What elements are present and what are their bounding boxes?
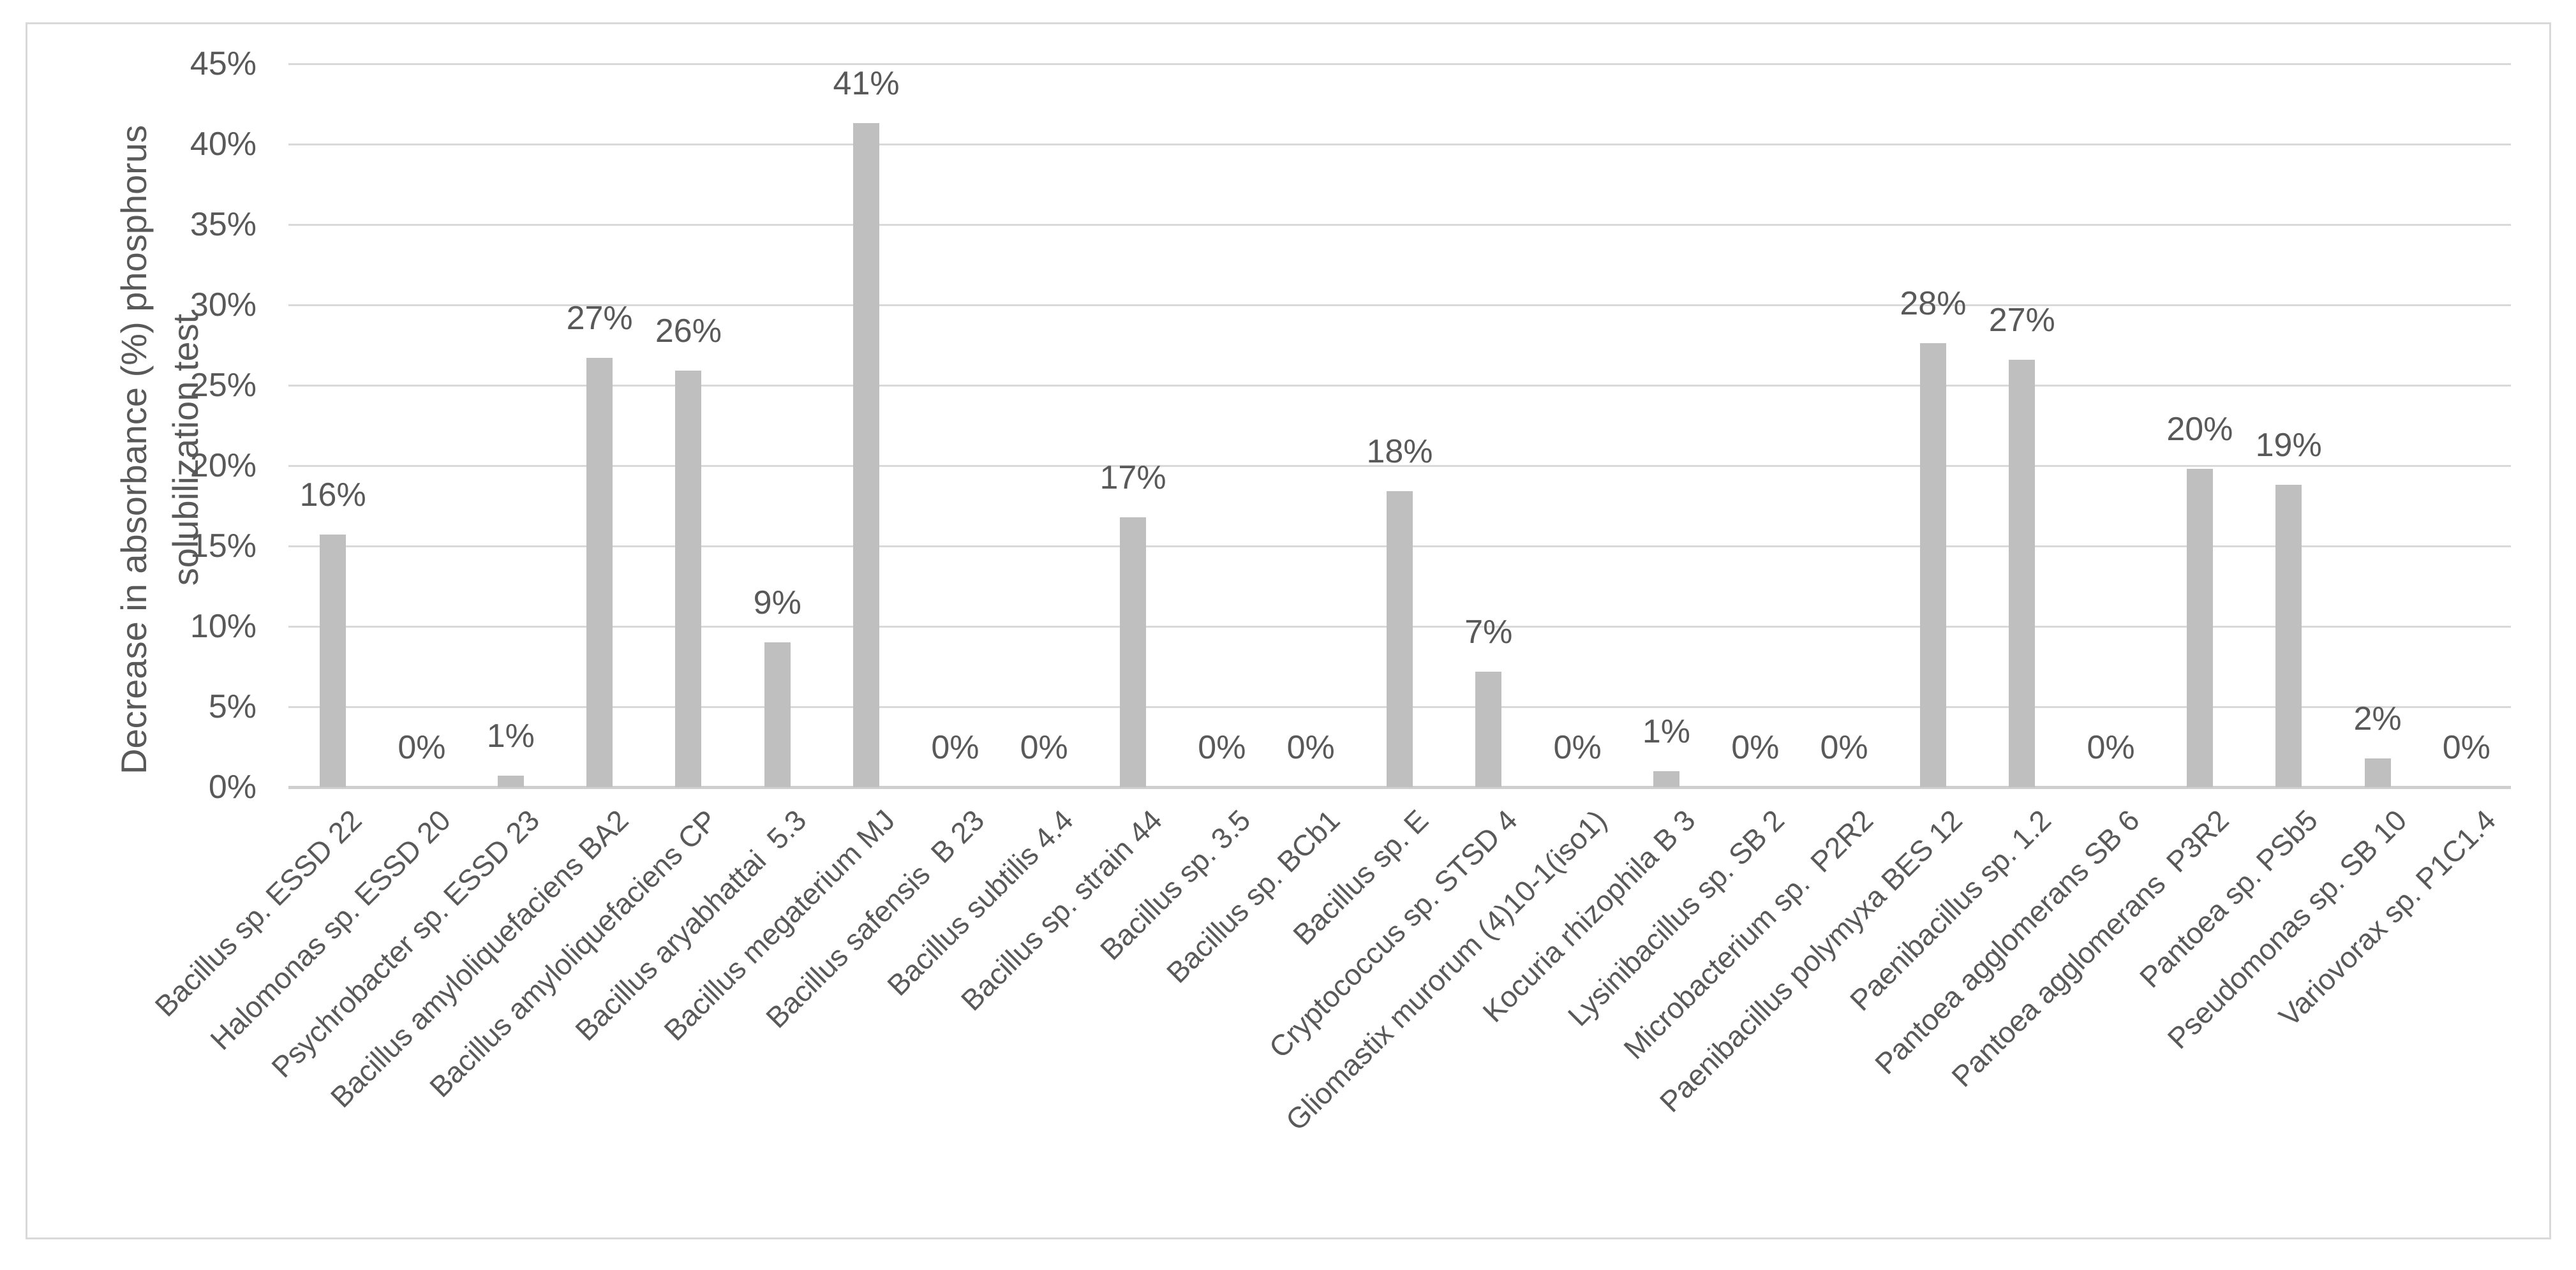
bar-value-label: 0% [1286,729,1335,766]
bar [1120,517,1147,787]
gridline [288,304,2511,306]
bar [764,642,791,787]
y-tick-label: 45% [190,45,257,82]
y-tick-label: 10% [190,608,257,645]
chart-frame: 16% 0% 1% 27% 26% 9% 41% 0% 0% 17% 0% 0% 18% 7% 0% 1% 0%… [26,22,2551,1239]
y-tick-label: 30% [190,286,257,323]
y-tick-label: 20% [190,447,257,484]
bar-value-label: 0% [1731,729,1780,766]
y-axis-title-line1: Decrease in absorbance (%) phosphorus [114,125,154,774]
bar [2275,485,2302,787]
bar-value-label: 0% [931,729,979,766]
y-axis-title-line2: solubilization test [165,313,205,586]
bar-value-label: 27% [566,300,633,337]
bar-value-label: 0% [1820,729,1868,766]
bar [2364,758,2391,787]
x-category-label: Gliomastix murorum (4)10-1(iso1) [1279,803,1613,1137]
bar-value-label: 26% [655,313,722,350]
bar-value-label: 16% [299,476,366,514]
bar-value-label: 2% [2353,700,2402,737]
x-axis-line [288,786,2511,789]
bar [1387,491,1413,787]
x-category-label: Bacillus sp. 3.5 [1094,803,1257,966]
bar-value-label: 7% [1464,613,1513,651]
bar-value-label: 27% [1988,301,2055,339]
y-axis-title: Decrease in absorbance (%) phosphorus so… [108,0,211,992]
bar-value-label: 1% [1642,713,1691,750]
bar [1919,343,1946,787]
bar [675,371,702,787]
y-tick-label: 25% [190,367,257,404]
y-tick-label: 15% [190,528,257,565]
bar-value-label: 0% [1553,729,1602,766]
y-tick-label: 0% [208,769,257,806]
bar-value-label: 1% [486,718,535,755]
bar-value-label: 41% [833,65,900,103]
bar [2009,359,2036,787]
bar [586,358,613,787]
bar-value-label: 0% [2087,729,2135,766]
y-tick-label: 5% [208,688,257,725]
gridline [288,385,2511,387]
bar-value-label: 20% [2166,411,2233,448]
gridline [288,224,2511,226]
bar-value-label: 0% [1198,729,1246,766]
bar [1653,771,1679,787]
bar-value-label: 19% [2255,427,2322,464]
y-tick-label: 40% [190,126,257,163]
bar-value-label: 9% [753,584,801,622]
bar-value-label: 0% [2442,729,2490,766]
bar [1475,671,1502,787]
gridline [288,144,2511,145]
bar [853,123,880,787]
bar [320,535,346,787]
bar-value-label: 18% [1366,433,1433,471]
bar [497,776,524,787]
bar [2186,469,2213,787]
bar-value-label: 28% [1900,285,1967,323]
bar-value-label: 0% [1020,729,1068,766]
bar-value-label: 17% [1099,459,1166,496]
gridline [288,63,2511,65]
bar-value-label: 0% [398,729,446,766]
y-tick-label: 35% [190,206,257,243]
gridline [288,465,2511,467]
